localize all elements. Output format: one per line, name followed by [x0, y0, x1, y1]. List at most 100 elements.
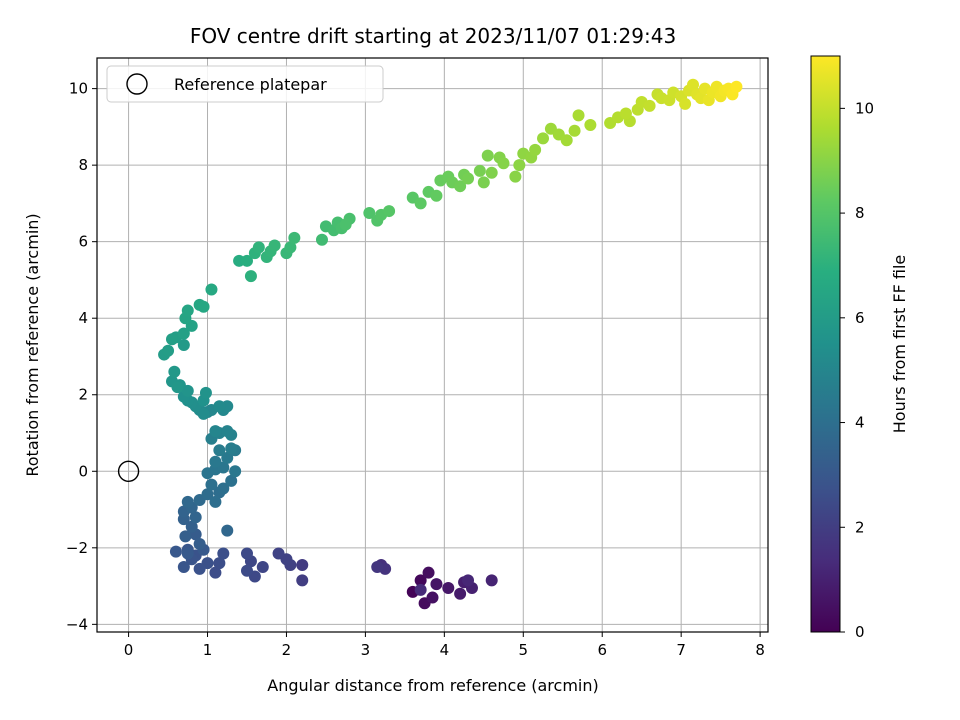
data-point	[730, 80, 743, 93]
data-point	[371, 560, 384, 573]
data-point	[221, 451, 234, 464]
data-point	[454, 587, 467, 600]
data-point	[169, 545, 182, 558]
legend: Reference platepar	[106, 65, 384, 103]
data-point	[217, 482, 230, 495]
x-tick-label: 4	[440, 641, 450, 659]
x-tick-label: 5	[519, 641, 529, 659]
data-point	[193, 537, 206, 550]
data-point	[414, 574, 427, 587]
data-point	[209, 495, 222, 508]
data-point	[252, 241, 265, 254]
data-point	[383, 205, 396, 218]
data-point	[168, 365, 181, 378]
data-point	[171, 381, 184, 394]
data-point	[568, 124, 581, 137]
data-point	[687, 78, 700, 91]
colorbar-tick-label: 10	[855, 99, 874, 117]
data-point	[197, 407, 210, 420]
data-point	[288, 231, 301, 244]
data-point	[363, 206, 376, 219]
data-point	[529, 143, 542, 156]
data-point	[497, 157, 510, 170]
data-point	[213, 444, 226, 457]
data-point	[217, 547, 230, 560]
data-point	[473, 164, 486, 177]
data-point	[296, 574, 309, 587]
data-point	[509, 170, 522, 183]
reference-platepar-marker	[117, 460, 140, 482]
data-point	[213, 557, 226, 570]
data-point	[268, 239, 281, 252]
data-point	[462, 172, 475, 185]
data-point	[229, 465, 242, 478]
data-point	[201, 488, 214, 501]
data-point	[422, 566, 435, 579]
y-tick-label: −4	[66, 615, 88, 633]
data-point	[193, 562, 206, 575]
data-point	[209, 455, 222, 468]
data-point	[189, 511, 202, 524]
x-tick-label: 3	[361, 641, 371, 659]
data-point	[177, 327, 190, 340]
data-point	[165, 333, 178, 346]
y-axis-label: Rotation from reference (arcmin)	[23, 213, 42, 476]
data-point	[572, 109, 585, 122]
data-point	[430, 578, 443, 591]
data-points	[117, 78, 743, 610]
y-tick-label: 8	[78, 156, 88, 174]
y-tick-label: 2	[78, 386, 88, 404]
data-point	[240, 564, 253, 577]
data-point	[199, 386, 212, 399]
data-point	[225, 442, 238, 455]
colorbar: 0 2 4 6 8 10 Hours from first FF file	[810, 55, 909, 641]
data-point	[679, 97, 692, 110]
data-point	[284, 241, 297, 254]
data-point	[442, 581, 455, 594]
data-point	[414, 583, 427, 596]
data-point	[213, 400, 226, 413]
x-tick-label: 8	[755, 641, 765, 659]
colorbar-tick-label: 2	[855, 518, 865, 536]
y-tick-label: 0	[78, 462, 88, 480]
colorbar-ticks: 0 2 4 6 8 10	[840, 99, 874, 641]
data-point	[477, 176, 490, 189]
data-point	[177, 560, 190, 573]
x-tick-label: 6	[597, 641, 607, 659]
data-point	[181, 547, 194, 560]
y-tick-label: 6	[78, 233, 88, 251]
data-point	[179, 530, 192, 543]
y-axis-ticks: −4 −2 0 2 4 6 8 10	[66, 80, 97, 633]
plot-frame	[96, 57, 769, 633]
data-point	[197, 300, 210, 313]
data-point	[296, 559, 309, 572]
data-point	[209, 425, 222, 438]
data-point	[560, 134, 573, 147]
data-point	[185, 520, 198, 533]
data-point	[584, 118, 597, 131]
data-point	[181, 495, 194, 508]
data-point	[162, 344, 175, 357]
legend-box	[106, 65, 384, 103]
data-point	[485, 166, 498, 179]
data-point	[221, 524, 234, 537]
data-point	[181, 304, 194, 317]
data-point	[485, 574, 498, 587]
data-point	[221, 425, 234, 438]
y-tick-label: −2	[66, 539, 88, 557]
data-point	[272, 547, 285, 560]
y-tick-label: 10	[69, 80, 88, 98]
data-point	[454, 180, 467, 193]
data-point	[481, 149, 494, 162]
colorbar-label: Hours from first FF file	[890, 255, 909, 434]
data-point	[315, 233, 328, 246]
data-point	[537, 132, 550, 145]
data-point	[513, 159, 526, 172]
data-point	[462, 574, 475, 587]
x-tick-label: 2	[282, 641, 292, 659]
data-point	[244, 270, 257, 283]
data-point	[177, 339, 190, 351]
data-point	[619, 107, 632, 120]
x-tick-label: 1	[203, 641, 213, 659]
